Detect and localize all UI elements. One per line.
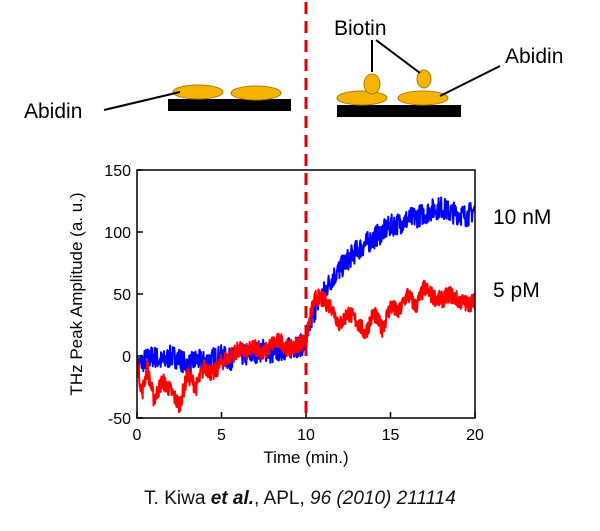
- abidin-disc-right-1: [336, 90, 388, 106]
- x-tick-label-3: 15: [382, 427, 400, 444]
- schematic-right: Biotin Abidin: [334, 17, 563, 117]
- legend-10nM: 10 nM: [493, 206, 551, 229]
- abidin-disc-left-1: [172, 84, 224, 100]
- citation: T. Kiwa et al., APL, 96 (2010) 211114: [144, 488, 456, 509]
- biotin-blob-1: [363, 73, 381, 95]
- x-tick-label-2: 10: [297, 427, 315, 444]
- y-tick-label-1: 0: [122, 349, 131, 366]
- y-tick-label-2: 50: [113, 287, 131, 304]
- x-axis-label: Time (min.): [263, 448, 348, 467]
- citation-ref: 96 (2010) 211114: [310, 488, 456, 509]
- abidin-left-label: Abidin: [24, 100, 82, 123]
- x-tick-label-1: 5: [217, 427, 226, 444]
- x-tick-label-4: 20: [466, 427, 484, 444]
- abidin-right-pointer: [439, 65, 501, 97]
- abidin-left-pointer: [103, 91, 181, 111]
- biotin-blob-2: [416, 69, 432, 89]
- x-tick-label-0: 0: [133, 427, 142, 444]
- biotin-pointer-2: [375, 39, 421, 74]
- y-axis-label: THz Peak Amplitude (a. u.): [67, 192, 86, 395]
- series-line-1: [137, 279, 475, 414]
- citation-authors: T. Kiwa: [144, 488, 206, 509]
- plot-frame: [136, 169, 476, 419]
- substrate-right: [337, 105, 461, 117]
- y-tick-label-3: 100: [104, 225, 131, 242]
- series-layer: [137, 196, 475, 414]
- abidin-right-label: Abidin: [505, 45, 563, 68]
- biotin-label: Biotin: [334, 17, 387, 40]
- citation-journal: APL,: [263, 488, 305, 509]
- y-tick-label-0: -50: [108, 411, 131, 428]
- schematic-left: Abidin: [24, 84, 291, 123]
- y-tick-label-4: 150: [104, 163, 131, 180]
- citation-et-al: et al.: [210, 488, 255, 509]
- abidin-disc-left-2: [230, 85, 282, 101]
- legend-5pM: 5 pM: [493, 279, 540, 302]
- abidin-disc-right-2: [397, 90, 449, 106]
- substrate-left: [168, 99, 291, 111]
